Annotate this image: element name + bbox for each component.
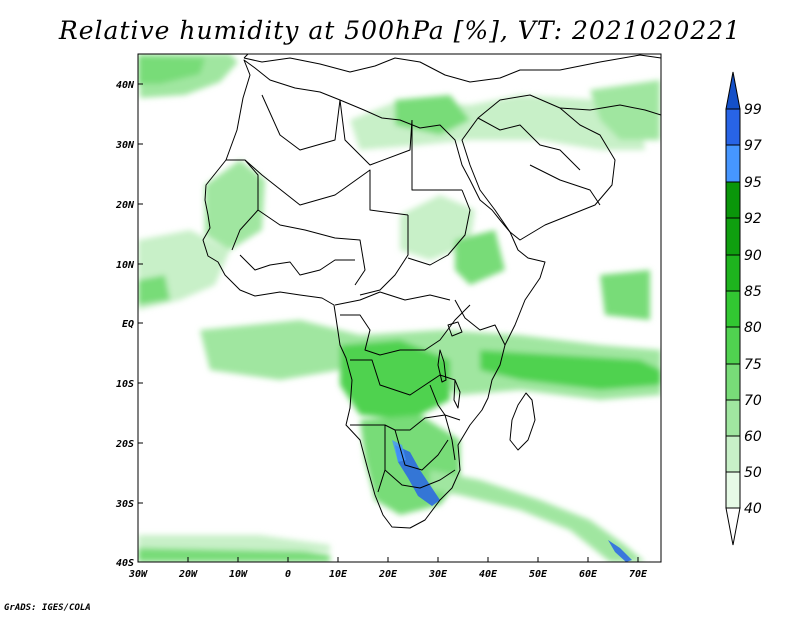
lake-tanganyika: [437, 349, 447, 383]
border-iran: [559, 104, 661, 116]
coastlines-borders: [202, 54, 661, 529]
humidity-field: [138, 54, 661, 562]
border-middle-east: [477, 117, 581, 171]
colorbar-bin-97-99: [725, 108, 741, 146]
border-east-africa: [454, 299, 506, 346]
iberia-coastline: [243, 54, 249, 59]
lon-label-50e: 50E: [529, 569, 548, 580]
lon-label-30e: 30E: [428, 569, 448, 580]
lon-label-40e: 40E: [479, 569, 498, 580]
border-maghreb: [261, 94, 341, 151]
colorbar-bin-75-80: [725, 326, 741, 365]
border-congo-drc: [340, 304, 471, 356]
humidity-patch-west-africa: [205, 160, 265, 250]
lat-label-eq: EQ: [122, 319, 134, 330]
lat-label-30s: 30S: [115, 499, 134, 510]
lat-label-10n: 10N: [116, 260, 135, 271]
lon-label-10w: 10W: [229, 569, 248, 580]
colorbar-label-50: 50: [744, 465, 762, 481]
lat-label-40n: 40N: [116, 80, 135, 91]
border-central-africa: [334, 291, 451, 306]
colorbar-label-40: 40: [744, 501, 762, 517]
colorbar-label-95: 95: [744, 175, 762, 191]
border-gulf-guinea: [239, 254, 355, 276]
axis-ticks: [138, 83, 639, 562]
colorbar: [725, 71, 741, 546]
lake-malawi: [453, 379, 461, 409]
border-west-africa: [226, 159, 259, 251]
colorbar-labels: 40 50 60 70 75 80 85 90 92 95 97 99: [744, 102, 762, 517]
colorbar-label-97: 97: [744, 138, 762, 154]
border-mozambique: [429, 384, 456, 461]
lake-victoria: [447, 321, 463, 337]
lat-label-40s: 40S: [116, 558, 134, 569]
border-mali-niger: [257, 209, 366, 286]
border-south-africa: [384, 469, 456, 489]
plot-frame: [137, 53, 662, 563]
colorbar-bin-90-92: [725, 217, 741, 256]
map-title: Relative humidity at 500hPa [%], VT: 202…: [58, 16, 742, 45]
border-sudan-ethiopia: [407, 189, 471, 266]
lat-label-20s: 20S: [115, 439, 134, 450]
lon-label-70e: 70E: [629, 569, 648, 580]
humidity-patch-south-band-light: [138, 535, 330, 552]
saturation-core-south-ocean: [608, 540, 632, 562]
lon-label-10e: 10E: [329, 569, 348, 580]
lon-label-60e: 60E: [579, 569, 598, 580]
lat-labels: 40N 30N 20N 10N EQ 10S 20S 30S 40S: [115, 80, 135, 569]
lon-label-30w: 30W: [128, 569, 148, 580]
border-arabia-south: [529, 164, 601, 206]
humidity-patch-south-atlantic-band: [430, 470, 645, 562]
lon-labels: 30W 20W 10W 0 10E 20E 30E 40E 50E 60E 70…: [128, 569, 648, 580]
border-chad-sudan: [359, 215, 409, 296]
colorbar-bin-70-75: [725, 363, 741, 401]
colorbar-bin-50-60: [725, 435, 741, 473]
africa-coastline: [202, 59, 546, 529]
humidity-patch-ethiopia: [455, 230, 505, 285]
humidity-patch-atlantic-core: [138, 275, 170, 305]
lat-label-10s: 10S: [116, 379, 134, 390]
humidity-patch-nw-core: [138, 56, 205, 84]
europe-coastline: [243, 54, 661, 83]
colorbar-label-60: 60: [744, 429, 762, 445]
colorbar-bin-40-50: [725, 471, 741, 509]
colorbar-bin-85-90: [725, 254, 741, 292]
saturation-core-kalahari: [395, 445, 440, 506]
colorbar-label-90: 90: [744, 248, 762, 264]
lon-label-20e: 20E: [378, 569, 398, 580]
colorbar-bin-92-95: [725, 181, 741, 219]
colorbar-label-75: 75: [744, 357, 762, 373]
humidity-patch-arabian-sea: [600, 270, 650, 320]
border-angola-zambia: [350, 359, 456, 396]
madagascar-coastline: [509, 392, 536, 451]
lat-label-30n: 30N: [115, 140, 135, 151]
colorbar-bin-40-low: [725, 507, 741, 546]
colorbar-label-85: 85: [744, 284, 762, 300]
colorbar-label-70: 70: [744, 393, 762, 409]
border-algeria-libya: [339, 99, 413, 166]
humidity-patch-east-indian: [480, 350, 661, 390]
border-sahara: [244, 159, 409, 216]
colorbar-bin-80-85: [725, 290, 741, 328]
colorbar-label-92: 92: [744, 211, 762, 227]
border-egypt: [411, 120, 462, 191]
colorbar-label-99: 99: [744, 102, 762, 118]
colorbar-bin-60-70: [725, 399, 741, 437]
arabia-coastline: [461, 94, 616, 241]
colorbar-bin-99-high: [725, 71, 741, 110]
humidity-patch-ne: [590, 80, 660, 140]
colorbar-bin-95-97: [725, 144, 741, 183]
lon-label-20w: 20W: [178, 569, 198, 580]
colorbar-label-80: 80: [744, 320, 762, 336]
credit-text: GrADS: IGES/COLA: [4, 603, 91, 613]
lon-label-0: 0: [285, 569, 291, 580]
lat-label-20n: 20N: [115, 200, 135, 211]
border-botswana-sa: [394, 429, 449, 471]
